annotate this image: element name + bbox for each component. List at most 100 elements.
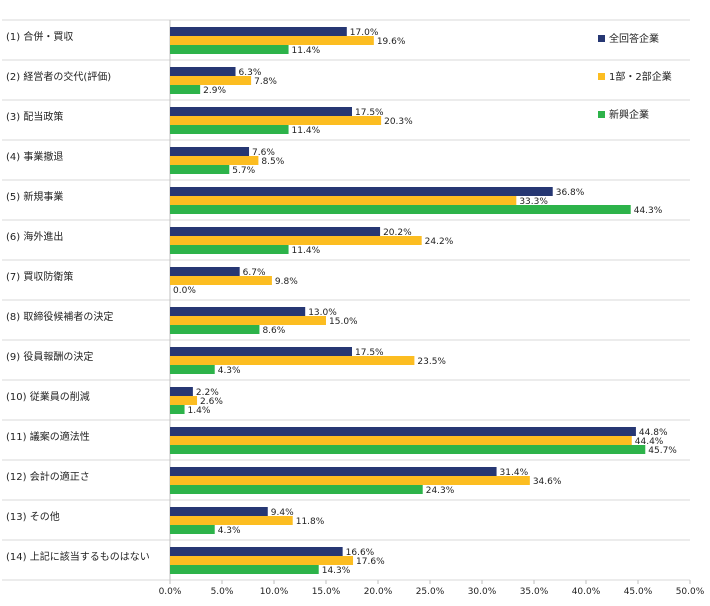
data-label: 20.2% [383,228,412,238]
legend-label: 全回答企業 [609,32,659,45]
bar-series-3 [170,45,289,54]
bar-series-1 [170,467,497,476]
data-label: 1.4% [188,406,211,416]
bar-series-3 [170,525,215,534]
legend-label: 新興企業 [609,108,649,121]
bar-series-3 [170,165,230,174]
bar-series-2 [170,516,293,525]
bar-series-3 [170,365,215,374]
data-label: 2.6% [200,397,223,407]
category-label: (3) 配当政策 [6,110,63,123]
bar-series-3 [170,405,185,414]
bar-series-2 [170,356,415,365]
data-label: 31.4% [500,468,529,478]
data-label: 4.3% [218,526,241,536]
data-label: 44.3% [634,206,663,216]
category-label: (8) 取締役候補者の決定 [6,310,113,323]
data-label: 8.6% [262,326,285,336]
category-label: (13) その他 [6,510,60,523]
data-label: 14.3% [322,566,351,576]
bar-series-3 [170,245,289,254]
category-label: (1) 合併・買収 [6,30,73,43]
bar-series-2 [170,236,422,245]
data-label: 6.3% [239,68,262,78]
data-label: 16.6% [346,548,375,558]
data-label: 11.4% [292,126,321,136]
category-label: (11) 議案の適法性 [6,430,90,443]
data-label: 2.9% [203,86,226,96]
bar-series-1 [170,147,250,156]
data-label: 36.8% [556,188,585,198]
data-label: 44.4% [635,437,664,447]
bar-series-1 [170,347,352,356]
x-tick-label: 15.0% [312,587,341,597]
x-tick-label: 5.0% [211,587,234,597]
legend-swatch [598,111,605,118]
category-label: (14) 上記に該当するものはない [6,550,150,563]
data-label: 19.6% [377,37,406,47]
bar-series-1 [170,387,193,396]
bar-series-2 [170,316,326,325]
bar-series-2 [170,476,530,485]
data-label: 6.7% [243,268,266,278]
bar-series-3 [170,485,423,494]
data-label: 17.6% [356,557,385,567]
x-tick-label: 20.0% [364,587,393,597]
data-label: 4.3% [218,366,241,376]
data-label: 17.5% [355,108,384,118]
x-tick-label: 10.0% [260,587,289,597]
data-label: 20.3% [384,117,413,127]
x-tick-label: 50.0% [676,587,705,597]
bar-series-1 [170,107,352,116]
data-label: 13.0% [308,308,337,318]
data-label: 8.5% [261,157,284,167]
x-tick-label: 40.0% [572,587,601,597]
x-tick-label: 25.0% [416,587,445,597]
category-label: (6) 海外進出 [6,230,63,243]
data-label: 11.4% [292,46,321,56]
bar-series-1 [170,267,240,276]
x-tick-label: 0.0% [159,587,182,597]
category-label: (7) 買収防衛策 [6,270,73,283]
bar-series-2 [170,116,382,125]
data-label: 0.0% [173,286,196,296]
data-label: 5.7% [232,166,255,176]
legend-swatch [598,35,605,42]
data-label: 7.6% [252,148,275,158]
bar-series-1 [170,507,268,516]
category-label: (12) 会計の適正さ [6,470,90,483]
data-label: 9.4% [271,508,294,518]
data-label: 24.3% [426,486,455,496]
bar-series-1 [170,427,636,436]
bar-series-3 [170,85,201,94]
data-label: 23.5% [417,357,446,367]
bar-series-3 [170,325,260,334]
data-label: 15.0% [329,317,358,327]
data-label: 2.2% [196,388,219,398]
category-label: (5) 新規事業 [6,190,63,203]
bar-series-1 [170,67,236,76]
bar-series-2 [170,76,252,85]
data-label: 17.0% [350,28,379,38]
bar-series-2 [170,556,354,565]
bar-series-1 [170,547,343,556]
bar-series-2 [170,196,517,205]
bar-series-1 [170,227,381,236]
bar-series-2 [170,36,374,45]
data-label: 9.8% [275,277,298,287]
data-label: 17.5% [355,348,384,358]
legend-label: 1部・2部企業 [609,70,672,83]
data-label: 34.6% [533,477,562,487]
x-tick-label: 45.0% [624,587,653,597]
category-label: (4) 事業撤退 [6,150,63,163]
bar-series-3 [170,205,631,214]
bar-series-1 [170,187,553,196]
bar-series-2 [170,156,259,165]
bar-series-2 [170,436,632,445]
data-label: 33.3% [519,197,548,207]
bar-series-3 [170,125,289,134]
x-tick-label: 30.0% [468,587,497,597]
data-label: 7.8% [254,77,277,87]
data-label: 11.4% [292,246,321,256]
